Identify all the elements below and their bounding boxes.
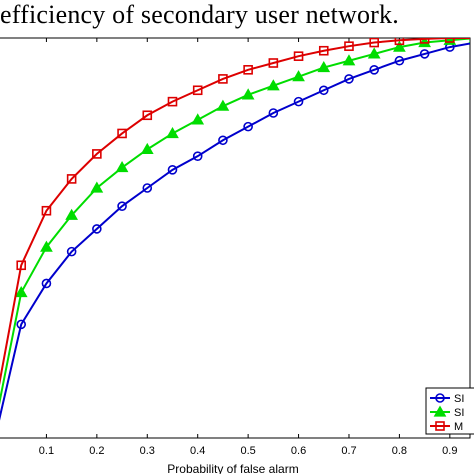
series-2-point bbox=[292, 70, 305, 82]
series-2-point bbox=[14, 286, 28, 298]
series-2-point bbox=[115, 161, 129, 173]
series-2-point bbox=[216, 99, 230, 111]
legend-label: SI bbox=[454, 393, 464, 405]
series-3-point bbox=[268, 58, 279, 68]
series-1-line bbox=[0, 42, 470, 421]
series-1-point bbox=[243, 121, 253, 132]
legend: SI SI M bbox=[425, 387, 474, 435]
series-3-point bbox=[445, 38, 455, 43]
series-1-point bbox=[92, 224, 102, 234]
series-1-point bbox=[41, 278, 52, 289]
x-axis-ticks: 0.1 0.2 0.3 0.4 0.5 0.6 0.7 0.8 0.9 bbox=[39, 38, 457, 457]
series-3-point bbox=[344, 41, 354, 51]
series-3-point bbox=[167, 96, 178, 107]
legend-marker bbox=[435, 421, 445, 431]
series-2 bbox=[0, 38, 470, 405]
series-2-point bbox=[166, 126, 179, 139]
series-2-point bbox=[266, 79, 280, 91]
series-3-point bbox=[66, 174, 77, 184]
series-2-point bbox=[241, 88, 255, 100]
x-tick-label: 0.2 bbox=[89, 445, 104, 457]
series-1-point bbox=[318, 85, 329, 96]
series-3-point bbox=[16, 260, 27, 271]
series-1-point bbox=[394, 55, 405, 66]
x-tick-label: 0.4 bbox=[190, 445, 205, 457]
x-tick-label: 0.7 bbox=[341, 445, 356, 457]
series-3-point bbox=[142, 110, 153, 121]
series-3-point bbox=[41, 205, 52, 216]
x-tick-label: 0.5 bbox=[240, 445, 255, 457]
series-3 bbox=[0, 38, 470, 386]
series-2-point bbox=[367, 47, 381, 59]
series-1-point bbox=[419, 49, 430, 59]
series-1 bbox=[0, 42, 470, 421]
series-2-point bbox=[90, 181, 104, 193]
series-2-line bbox=[0, 38, 470, 405]
x-tick-label: 0.8 bbox=[392, 445, 407, 457]
series-1-point bbox=[369, 65, 379, 75]
series-2-point bbox=[40, 240, 53, 252]
series-2-point bbox=[342, 54, 356, 66]
series-1-point bbox=[142, 183, 153, 193]
series-3-point bbox=[92, 149, 102, 159]
series-1-point bbox=[192, 151, 203, 161]
series-3-point bbox=[243, 65, 253, 75]
legend-label: SI bbox=[454, 407, 464, 419]
plot-border bbox=[0, 37, 471, 439]
x-tick-label: 0.9 bbox=[442, 445, 457, 457]
series-2-point bbox=[393, 40, 406, 52]
series-3-point bbox=[394, 38, 405, 46]
series-1-point bbox=[117, 201, 127, 211]
series-1-point bbox=[218, 135, 228, 146]
series-3-point bbox=[293, 51, 304, 61]
x-axis-label: Probability of false alarm bbox=[167, 462, 298, 474]
series-3-point bbox=[218, 74, 228, 84]
series-1-point bbox=[293, 96, 304, 107]
figure-caption: efficiency of secondary user network. bbox=[0, 0, 399, 29]
plot-frame bbox=[0, 37, 471, 439]
series-1-point bbox=[16, 319, 27, 330]
series-group bbox=[0, 38, 470, 421]
series-layer bbox=[0, 38, 470, 421]
series-2-point bbox=[468, 40, 470, 43]
series-1-point bbox=[167, 165, 178, 175]
x-tick-label: 0.1 bbox=[39, 445, 54, 457]
series-3-point bbox=[419, 38, 430, 44]
series-1-point bbox=[66, 246, 77, 257]
series-2-point bbox=[65, 208, 78, 220]
series-3-point bbox=[192, 85, 203, 96]
legend-label: M bbox=[454, 421, 463, 433]
series-3-line bbox=[0, 38, 470, 386]
series-2-point bbox=[140, 142, 154, 154]
series-3-point bbox=[117, 128, 127, 139]
series-2-point bbox=[191, 113, 205, 125]
series-3-point bbox=[369, 38, 379, 48]
legend-marker bbox=[433, 405, 447, 417]
series-1-point bbox=[344, 74, 354, 84]
series-1-point bbox=[268, 108, 279, 118]
series-2-point bbox=[317, 61, 331, 73]
legend-marker bbox=[435, 393, 445, 403]
series-3-point bbox=[318, 45, 329, 56]
x-tick-label: 0.6 bbox=[291, 445, 306, 457]
x-tick-label: 0.3 bbox=[140, 445, 155, 457]
